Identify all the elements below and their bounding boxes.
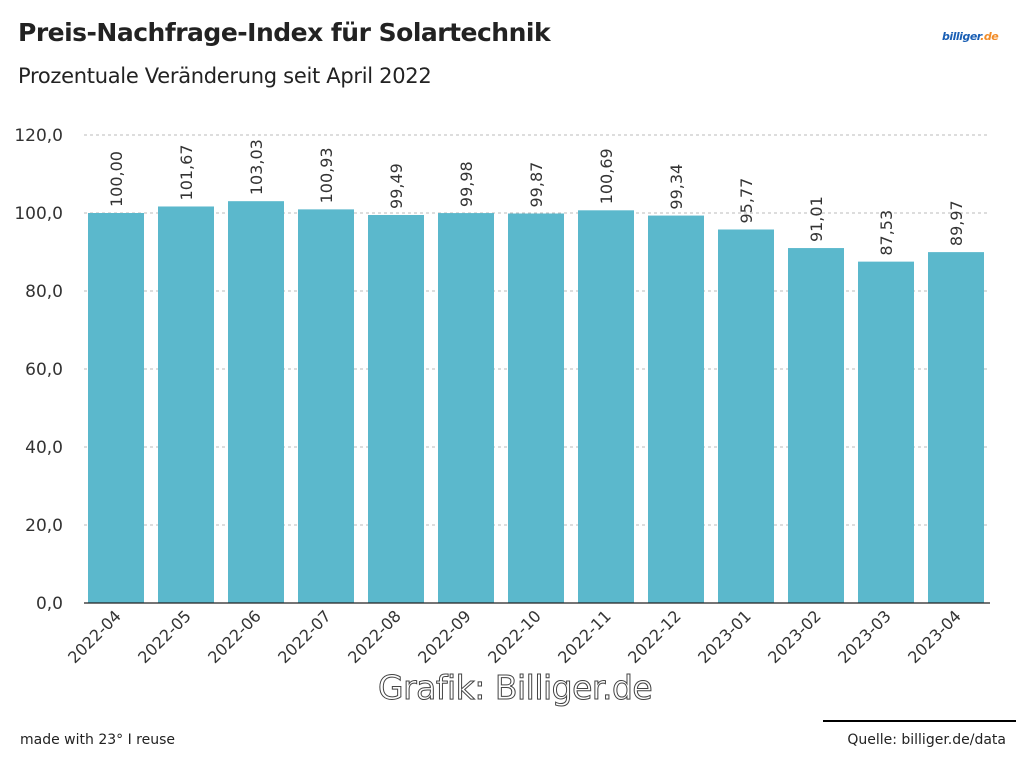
data-label: 95,77	[737, 178, 756, 224]
bar	[228, 201, 284, 604]
data-label: 99,98	[457, 161, 476, 207]
x-tick-label: 2023-02	[764, 606, 825, 667]
data-label: 103,03	[247, 139, 266, 195]
bar	[508, 213, 564, 603]
x-tick-label: 2022-09	[414, 606, 475, 667]
data-label: 87,53	[877, 210, 896, 256]
y-tick-label: 40,0	[25, 438, 63, 458]
source-note: Quelle: billiger.de/data	[847, 732, 1006, 748]
bar	[438, 213, 494, 603]
x-tick-label: 2023-03	[834, 606, 895, 667]
x-tick-label: 2023-04	[904, 606, 965, 667]
bar	[88, 213, 144, 603]
bar	[718, 229, 774, 603]
y-tick-label: 20,0	[25, 516, 63, 536]
y-tick-label: 0,0	[36, 594, 63, 614]
watermark: Grafik: Billiger.de	[377, 668, 653, 708]
data-label: 99,49	[387, 163, 406, 209]
x-tick-label: 2022-06	[204, 606, 265, 667]
y-tick-label: 100,0	[14, 204, 63, 224]
bar	[648, 215, 704, 603]
data-label: 99,87	[527, 162, 546, 208]
x-tick-label: 2022-08	[344, 606, 405, 667]
x-tick-label: 2022-07	[274, 606, 335, 667]
y-tick-label: 60,0	[25, 360, 63, 380]
data-label: 89,97	[947, 200, 966, 246]
bar	[298, 209, 354, 604]
bar	[928, 252, 984, 603]
y-tick-label: 120,0	[14, 126, 63, 146]
x-tick-label: 2022-11	[554, 606, 615, 667]
bar	[858, 261, 914, 603]
chart-subtitle: Prozentuale Veränderung seit April 2022	[18, 64, 432, 88]
x-tick-label: 2023-01	[694, 606, 755, 667]
made-with-credit: made with 23° I reuse	[20, 732, 176, 748]
data-label: 91,01	[807, 196, 826, 242]
data-label: 100,93	[317, 147, 336, 203]
bar	[788, 248, 844, 603]
data-label: 99,34	[667, 164, 686, 210]
y-tick-label: 80,0	[25, 282, 63, 302]
billiger-logo: billiger.de	[942, 30, 999, 43]
bar	[368, 214, 424, 603]
source-divider	[823, 720, 1016, 722]
bar	[578, 210, 634, 603]
data-label: 100,00	[107, 151, 126, 207]
data-label: 100,69	[597, 148, 616, 204]
data-label: 101,67	[177, 145, 196, 201]
x-tick-label: 2022-04	[64, 606, 125, 667]
bar	[158, 206, 214, 603]
chart-title: Preis-Nachfrage-Index für Solartechnik	[18, 18, 551, 47]
x-tick-label: 2022-12	[624, 606, 685, 667]
x-tick-label: 2022-10	[484, 606, 545, 667]
x-tick-label: 2022-05	[134, 606, 195, 667]
